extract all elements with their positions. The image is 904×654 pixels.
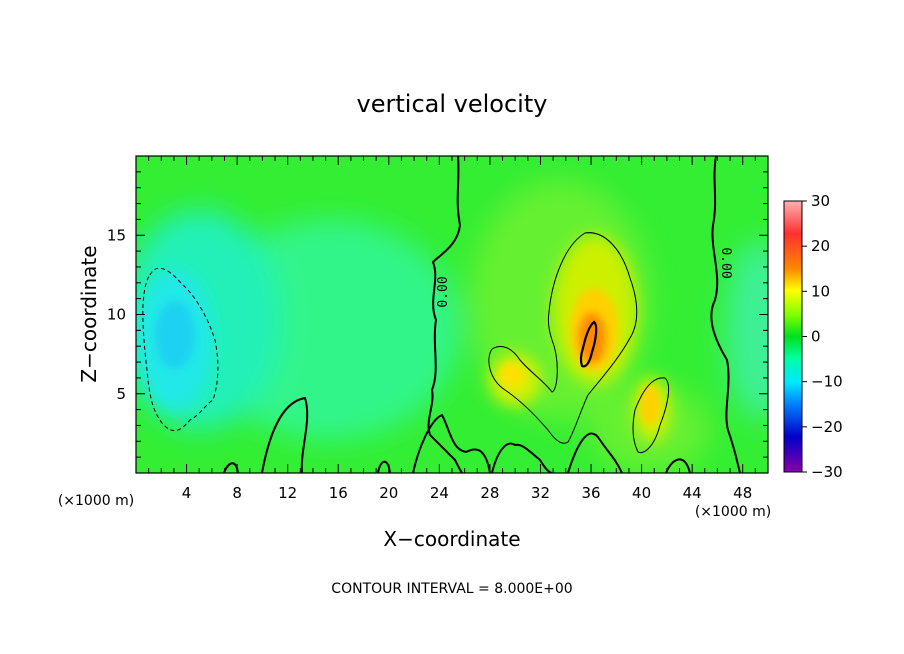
y-tick-label: 5 (116, 385, 126, 403)
colorbar-ticks: 30 20 10 0 −10 −20 −30 (802, 192, 843, 481)
x-tick-label: 44 (683, 484, 702, 502)
contour-zero-line (377, 460, 391, 473)
x-tick-label: 28 (480, 484, 499, 502)
contour-zero-line (261, 396, 309, 473)
x-unit-label-left: (×1000 m) (58, 493, 134, 509)
heatmap-blob (725, 240, 768, 420)
colorbar-tick-label: −20 (811, 418, 843, 436)
colorbar-tick-label: −10 (811, 373, 843, 391)
contour-positive-line (488, 232, 638, 444)
x-tick-label: 16 (329, 484, 348, 502)
contour-zero-line (427, 156, 463, 473)
colorbar-tick-label: −30 (811, 463, 843, 481)
x-tick-label: 32 (531, 484, 550, 502)
colorbar (783, 200, 803, 473)
contour-zero-line (710, 156, 741, 473)
heatmap-field: 0.00 0.00 (136, 156, 768, 473)
x-tick-label: 48 (733, 484, 752, 502)
contour-label: 0.00 (436, 276, 451, 307)
contour-interval-note: CONTOUR INTERVAL = 8.000E+00 (331, 581, 572, 597)
x-tick-label: 24 (430, 484, 449, 502)
colorbar-tick-label: 0 (811, 328, 821, 346)
x-tick-label: 20 (379, 484, 398, 502)
contour-negative-line (142, 267, 219, 431)
y-tick-label: 15 (107, 226, 126, 244)
heatmap-blob (500, 363, 524, 387)
colorbar-tick-label: 20 (811, 237, 830, 255)
x-tick-label: 8 (232, 484, 242, 502)
chart-title: vertical velocity (357, 90, 548, 118)
x-axis-tick-labels: 4 8 12 16 20 24 28 32 36 40 44 48 (182, 484, 752, 502)
x-tick-label: 36 (581, 484, 600, 502)
x-tick-label: 4 (182, 484, 192, 502)
heatmap-blob (155, 301, 195, 369)
y-axis-label: Z−coordinate (77, 245, 101, 382)
contour-zero-line (412, 413, 691, 473)
contour-positive-line (632, 377, 670, 454)
colorbar-tick-label: 30 (811, 192, 830, 210)
x-tick-label: 12 (278, 484, 297, 502)
x-tick-label: 40 (632, 484, 651, 502)
contour-lines (142, 156, 741, 473)
colorbar-tick-label: 10 (811, 282, 830, 300)
x-unit-label-right: (×1000 m) (695, 504, 771, 520)
contour-positive-line (579, 320, 598, 368)
contour-label: 0.00 (718, 247, 733, 278)
heatmap-blob (578, 312, 606, 364)
y-axis-tick-labels: 5 10 15 (107, 226, 126, 403)
x-axis-label: X−coordinate (383, 527, 520, 551)
y-tick-label: 10 (107, 306, 126, 324)
heatmap-blob (640, 385, 660, 425)
axis-ticks (136, 156, 768, 473)
